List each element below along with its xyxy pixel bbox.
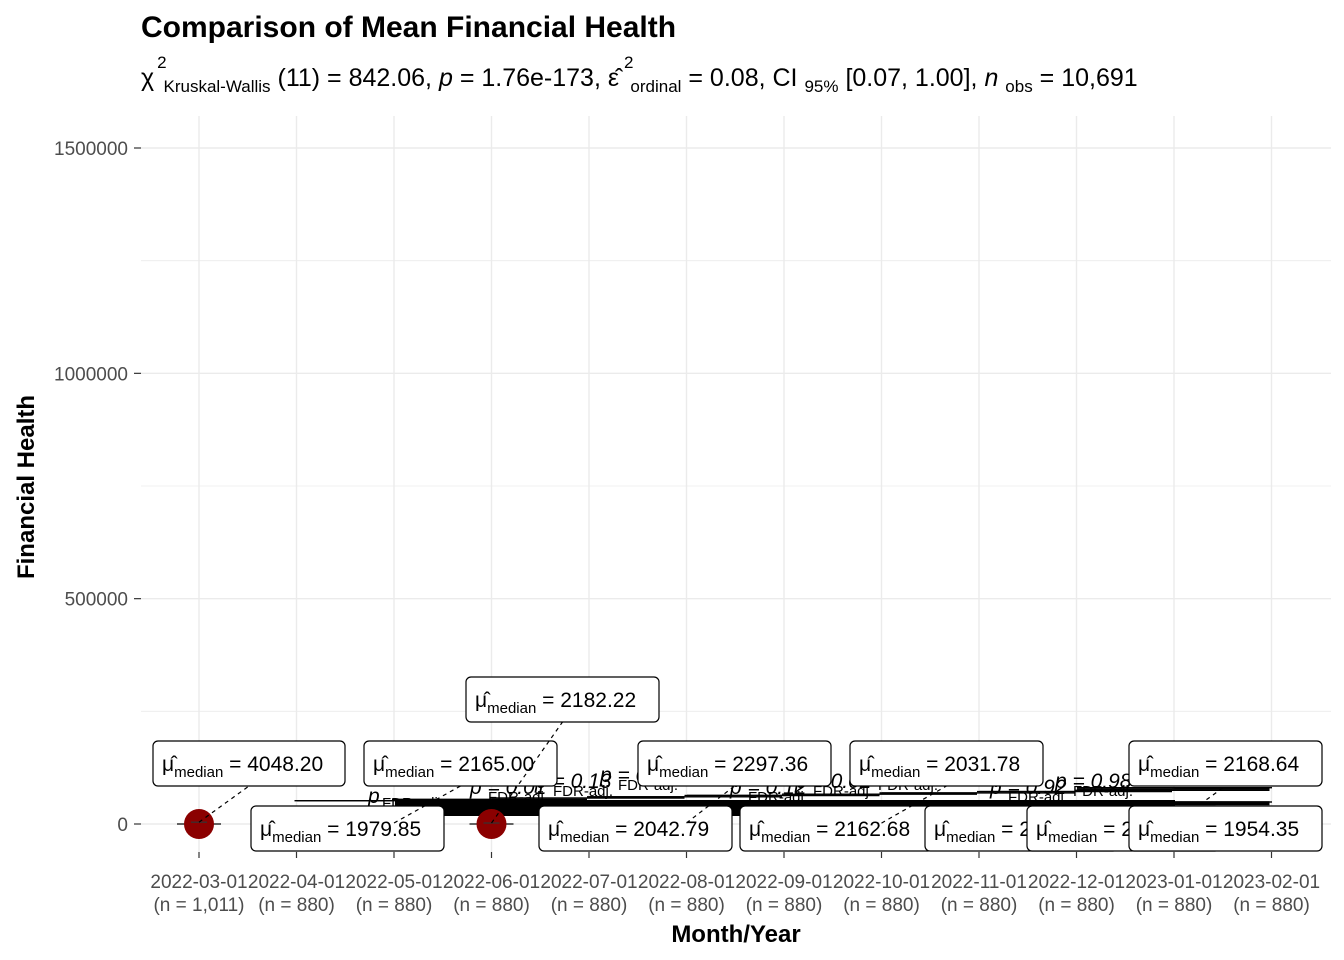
bracket-band [395, 800, 1175, 810]
pairwise-p-value-sub: FDR-adj. [553, 783, 613, 800]
x-tick-label: 2023-01-01 [1125, 872, 1222, 893]
x-tick-n-label: (n = 880) [941, 895, 1018, 916]
x-tick-label: 2022-11-01 [931, 872, 1027, 893]
n-part: = 10,691 [1040, 64, 1138, 92]
x-tick-n-label: (n = 880) [551, 895, 628, 916]
pairwise-p-value-sub: FDR-adj. [1073, 783, 1133, 800]
median-label-box [1128, 740, 1323, 787]
x-tick-n-label: (n = 880) [843, 895, 920, 916]
chart-subtitle: χ 2 Kruskal-Wallis (11) = 842.06, p = 1.… [141, 46, 1138, 98]
x-tick-label: 2023-02-01 [1223, 872, 1320, 893]
y-tick-label: 500000 [65, 590, 128, 611]
pairwise-p-value-sub: FDR-adj. [813, 783, 873, 800]
x-tick-n-label: (n = 880) [648, 895, 725, 916]
pairwise-p-value-sub: FDR-adj. [1008, 789, 1068, 806]
x-tick-n-label: (n = 880) [356, 895, 433, 916]
pairwise-p-value-sub: FDR-adj. [748, 789, 808, 806]
median-label: μ̂median = 2031.78 [859, 753, 1020, 781]
x-tick-label: 2022-10-01 [833, 872, 930, 893]
p-part: = 1.76e-173, [460, 64, 608, 92]
stat-part: (11) = 842.06, [278, 64, 439, 92]
x-tick-n-label: (n = 880) [1136, 895, 1213, 916]
label-connector [198, 785, 250, 823]
x-tick-labels: 2022-03-01(n = 1,011)2022-04-01(n = 880)… [150, 852, 1320, 916]
median-label-box [538, 805, 733, 852]
n-sub: obs [1005, 77, 1032, 96]
median-label: μ̂median = 2168.64 [1138, 753, 1299, 781]
y-tick-label: 0 [117, 815, 128, 836]
grid-lines [141, 116, 1331, 852]
median-label-box [152, 740, 346, 787]
median-label-box [465, 676, 660, 723]
x-tick-label: 2022-03-01 [150, 872, 247, 893]
chart-title: Comparison of Mean Financial Health [141, 11, 676, 44]
eps-sub: ordinal [630, 77, 681, 96]
label-connector [686, 785, 735, 824]
median-label-box [849, 740, 1044, 787]
x-tick-n-label: (n = 880) [453, 895, 530, 916]
median-label-box [637, 740, 832, 787]
mean-point [184, 809, 214, 839]
x-tick-n-label: (n = 880) [258, 895, 335, 916]
ci-part: [0.07, 1.00], [845, 64, 984, 92]
x-tick-label: 2022-12-01 [1028, 872, 1125, 893]
n-symbol: n [984, 64, 998, 92]
x-axis-title: Month/Year [671, 921, 800, 948]
mean-point [476, 809, 507, 839]
median-labels: μ̂median = 4048.20 μ̂median = 1979.85 μ̂me… [152, 676, 1323, 852]
pairwise-p-value: p = 0.98 [1054, 770, 1132, 793]
eps-sup: 2 [624, 53, 633, 72]
pairwise-p-label: p [367, 785, 380, 808]
median-label: μ̂median = 2162.68 [749, 818, 910, 846]
median-label-box [363, 740, 558, 787]
eps-symbol: ε̂ [608, 64, 624, 92]
y-axis-title: Financial Health [13, 395, 40, 579]
p-symbol: p [438, 64, 453, 92]
median-label: μ̂median = 2182.22 [475, 689, 636, 717]
x-tick-label: 2022-08-01 [638, 872, 735, 893]
median-label: μ̂median = 2297.36 [647, 753, 808, 781]
median-label: μ̂median = 4048.20 [162, 753, 323, 781]
eps-part: = 0.08, CI [688, 64, 797, 92]
x-tick-n-label: (n = 880) [746, 895, 823, 916]
median-label: μ̂median = 1979.85 [260, 818, 421, 846]
x-tick-label: 2022-07-01 [540, 872, 637, 893]
x-tick-n-label: (n = 880) [1233, 895, 1310, 916]
median-label: μ̂median = 2165.00 [373, 753, 534, 781]
y-tick-label: 1500000 [54, 139, 128, 160]
x-tick-label: 2022-05-01 [345, 872, 442, 893]
x-tick-label: 2022-06-01 [443, 872, 540, 893]
y-tick-label: 1000000 [54, 364, 128, 385]
chi-sub: Kruskal-Wallis [164, 77, 271, 96]
x-tick-label: 2022-04-01 [248, 872, 345, 893]
x-tick-n-label: (n = 880) [1038, 895, 1115, 916]
chi-symbol: χ [141, 64, 154, 92]
ci-sub: 95% [804, 77, 838, 96]
chi-sup: 2 [157, 53, 166, 72]
median-label-box [1128, 805, 1323, 852]
x-tick-label: 2022-09-01 [735, 872, 832, 893]
x-tick-n-label: (n = 1,011) [153, 895, 244, 916]
pairwise-p-value-sub: FDR-adj. [488, 789, 548, 806]
median-label: μ̂median = 2042.79 [548, 818, 709, 846]
median-label: μ̂median = 1954.35 [1138, 818, 1299, 846]
median-label-box [250, 805, 445, 852]
y-tick-labels: 0 500000 1000000 1500000 [54, 139, 141, 836]
